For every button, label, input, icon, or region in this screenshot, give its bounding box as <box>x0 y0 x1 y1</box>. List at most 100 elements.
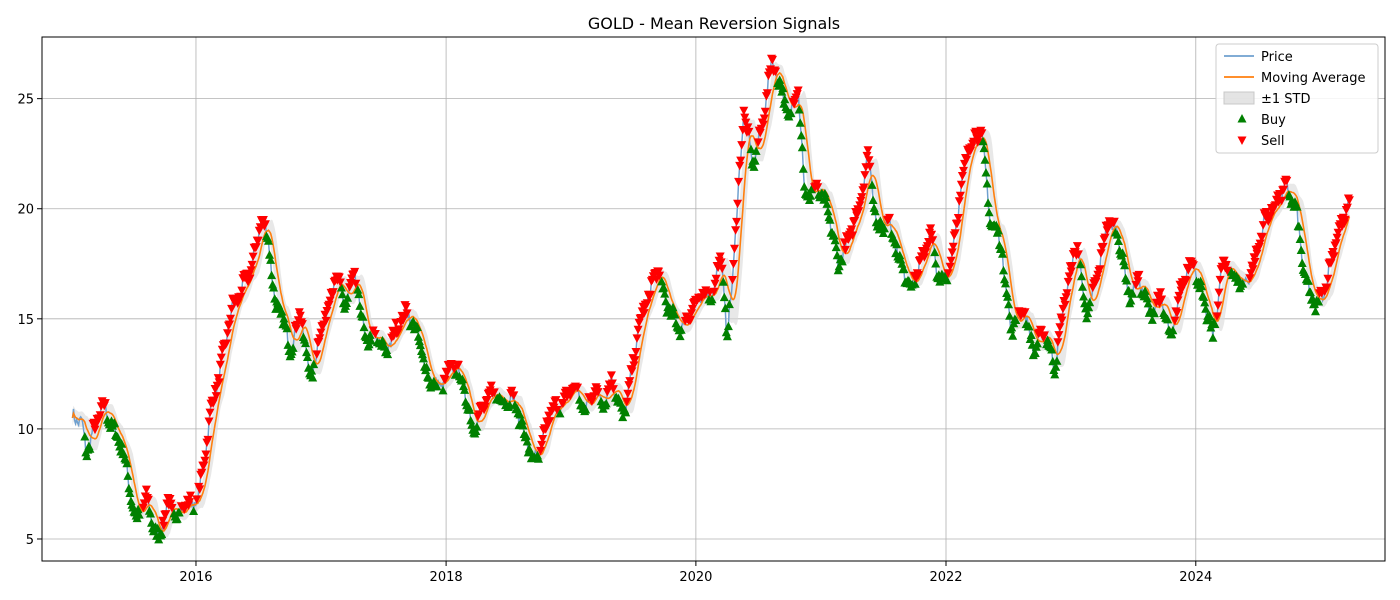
sell-marker <box>236 292 246 302</box>
sell-marker <box>627 367 637 376</box>
sell-marker <box>946 256 956 266</box>
buy-marker <box>359 322 369 332</box>
sell-marker <box>625 377 635 386</box>
x-tick-label: 2024 <box>1179 570 1212 585</box>
buy-marker <box>829 230 839 240</box>
y-tick-label: 5 <box>26 533 34 548</box>
sell-marker <box>633 325 643 335</box>
buy-marker <box>1297 258 1307 267</box>
buy-marker <box>1076 259 1085 269</box>
sell-marker <box>161 510 171 519</box>
buy-marker <box>1142 293 1152 303</box>
buy-marker <box>354 289 364 299</box>
buy-marker <box>1200 297 1210 307</box>
buy-marker <box>982 179 992 188</box>
buy-marker <box>517 416 527 425</box>
sell-marker <box>1100 233 1110 243</box>
sell-marker <box>1248 265 1258 274</box>
sell-marker <box>1109 217 1119 227</box>
sell-marker <box>253 236 263 246</box>
sell-marker <box>607 379 617 388</box>
sell-marker <box>1328 248 1338 257</box>
sell-marker <box>1214 288 1224 298</box>
buy-marker <box>868 195 878 204</box>
buy-marker <box>512 403 522 412</box>
buy-marker <box>1051 362 1061 371</box>
sell-marker <box>480 402 490 412</box>
sell-marker <box>863 146 873 155</box>
buy-marker <box>775 75 785 84</box>
sell-marker <box>211 392 221 401</box>
buy-marker <box>1303 276 1313 285</box>
buy-marker <box>660 289 670 298</box>
buy-marker <box>283 340 293 349</box>
buy-marker <box>522 437 532 446</box>
buy-marker <box>525 446 535 456</box>
buy-marker <box>1077 271 1086 281</box>
sell-marker <box>1040 331 1049 340</box>
sell-marker <box>1279 185 1289 195</box>
sell-marker <box>743 123 753 132</box>
buy-marker <box>724 299 734 309</box>
buy-marker <box>1083 308 1093 318</box>
sell-marker <box>394 325 404 334</box>
sell-marker <box>865 162 875 172</box>
buy-marker <box>778 83 788 93</box>
sell-marker <box>221 339 231 348</box>
buy-marker <box>831 242 841 252</box>
sell-marker <box>857 193 867 202</box>
sell-marker <box>962 155 971 165</box>
buy-marker <box>750 156 760 165</box>
sell-marker <box>197 468 207 478</box>
sell-marker <box>629 361 639 370</box>
sell-marker <box>768 55 777 65</box>
sell-marker <box>1095 265 1105 274</box>
sell-marker <box>789 100 799 109</box>
sell-marker <box>729 260 738 269</box>
sell-marker <box>606 371 616 380</box>
buy-marker <box>337 289 347 299</box>
sell-marker <box>159 521 169 531</box>
buy-marker <box>355 301 365 310</box>
sell-marker <box>741 118 751 128</box>
buy-marker <box>358 312 368 321</box>
buy-marker <box>1128 289 1138 298</box>
sell-marker <box>489 388 499 397</box>
buy-marker <box>301 338 310 348</box>
sell-marker <box>334 273 344 282</box>
sell-marker <box>957 172 967 181</box>
sell-marker <box>216 353 226 363</box>
sell-marker <box>1157 295 1167 304</box>
sell-marker <box>735 161 745 171</box>
sell-marker <box>655 271 665 281</box>
sell-marker <box>1054 331 1064 340</box>
buy-marker <box>1082 313 1092 323</box>
sell-marker <box>758 120 768 130</box>
sell-marker <box>1213 301 1223 310</box>
sell-marker <box>1331 239 1341 248</box>
sell-marker <box>1172 309 1182 318</box>
sell-marker <box>639 309 649 318</box>
buy-marker <box>419 353 428 363</box>
buy-marker <box>1234 274 1244 283</box>
sell-marker <box>166 499 176 509</box>
sell-marker <box>739 106 749 116</box>
sell-marker <box>213 374 223 383</box>
sell-marker <box>716 258 726 267</box>
buy-marker <box>837 256 847 266</box>
buy-marker <box>1238 279 1248 288</box>
buy-marker <box>1085 297 1095 307</box>
sell-marker <box>486 381 496 391</box>
sell-marker <box>943 269 953 278</box>
sell-marker <box>927 230 937 240</box>
sell-marker <box>1156 288 1165 297</box>
sell-marker <box>1245 274 1255 283</box>
sell-marker <box>623 389 633 399</box>
buy-marker <box>1030 348 1040 357</box>
sell-marker <box>859 183 869 192</box>
buy-marker <box>1292 202 1302 211</box>
buy-marker <box>668 302 678 312</box>
sell-marker <box>928 236 938 245</box>
legend-item: Moving Average <box>1224 71 1365 86</box>
sell-marker <box>593 388 603 397</box>
